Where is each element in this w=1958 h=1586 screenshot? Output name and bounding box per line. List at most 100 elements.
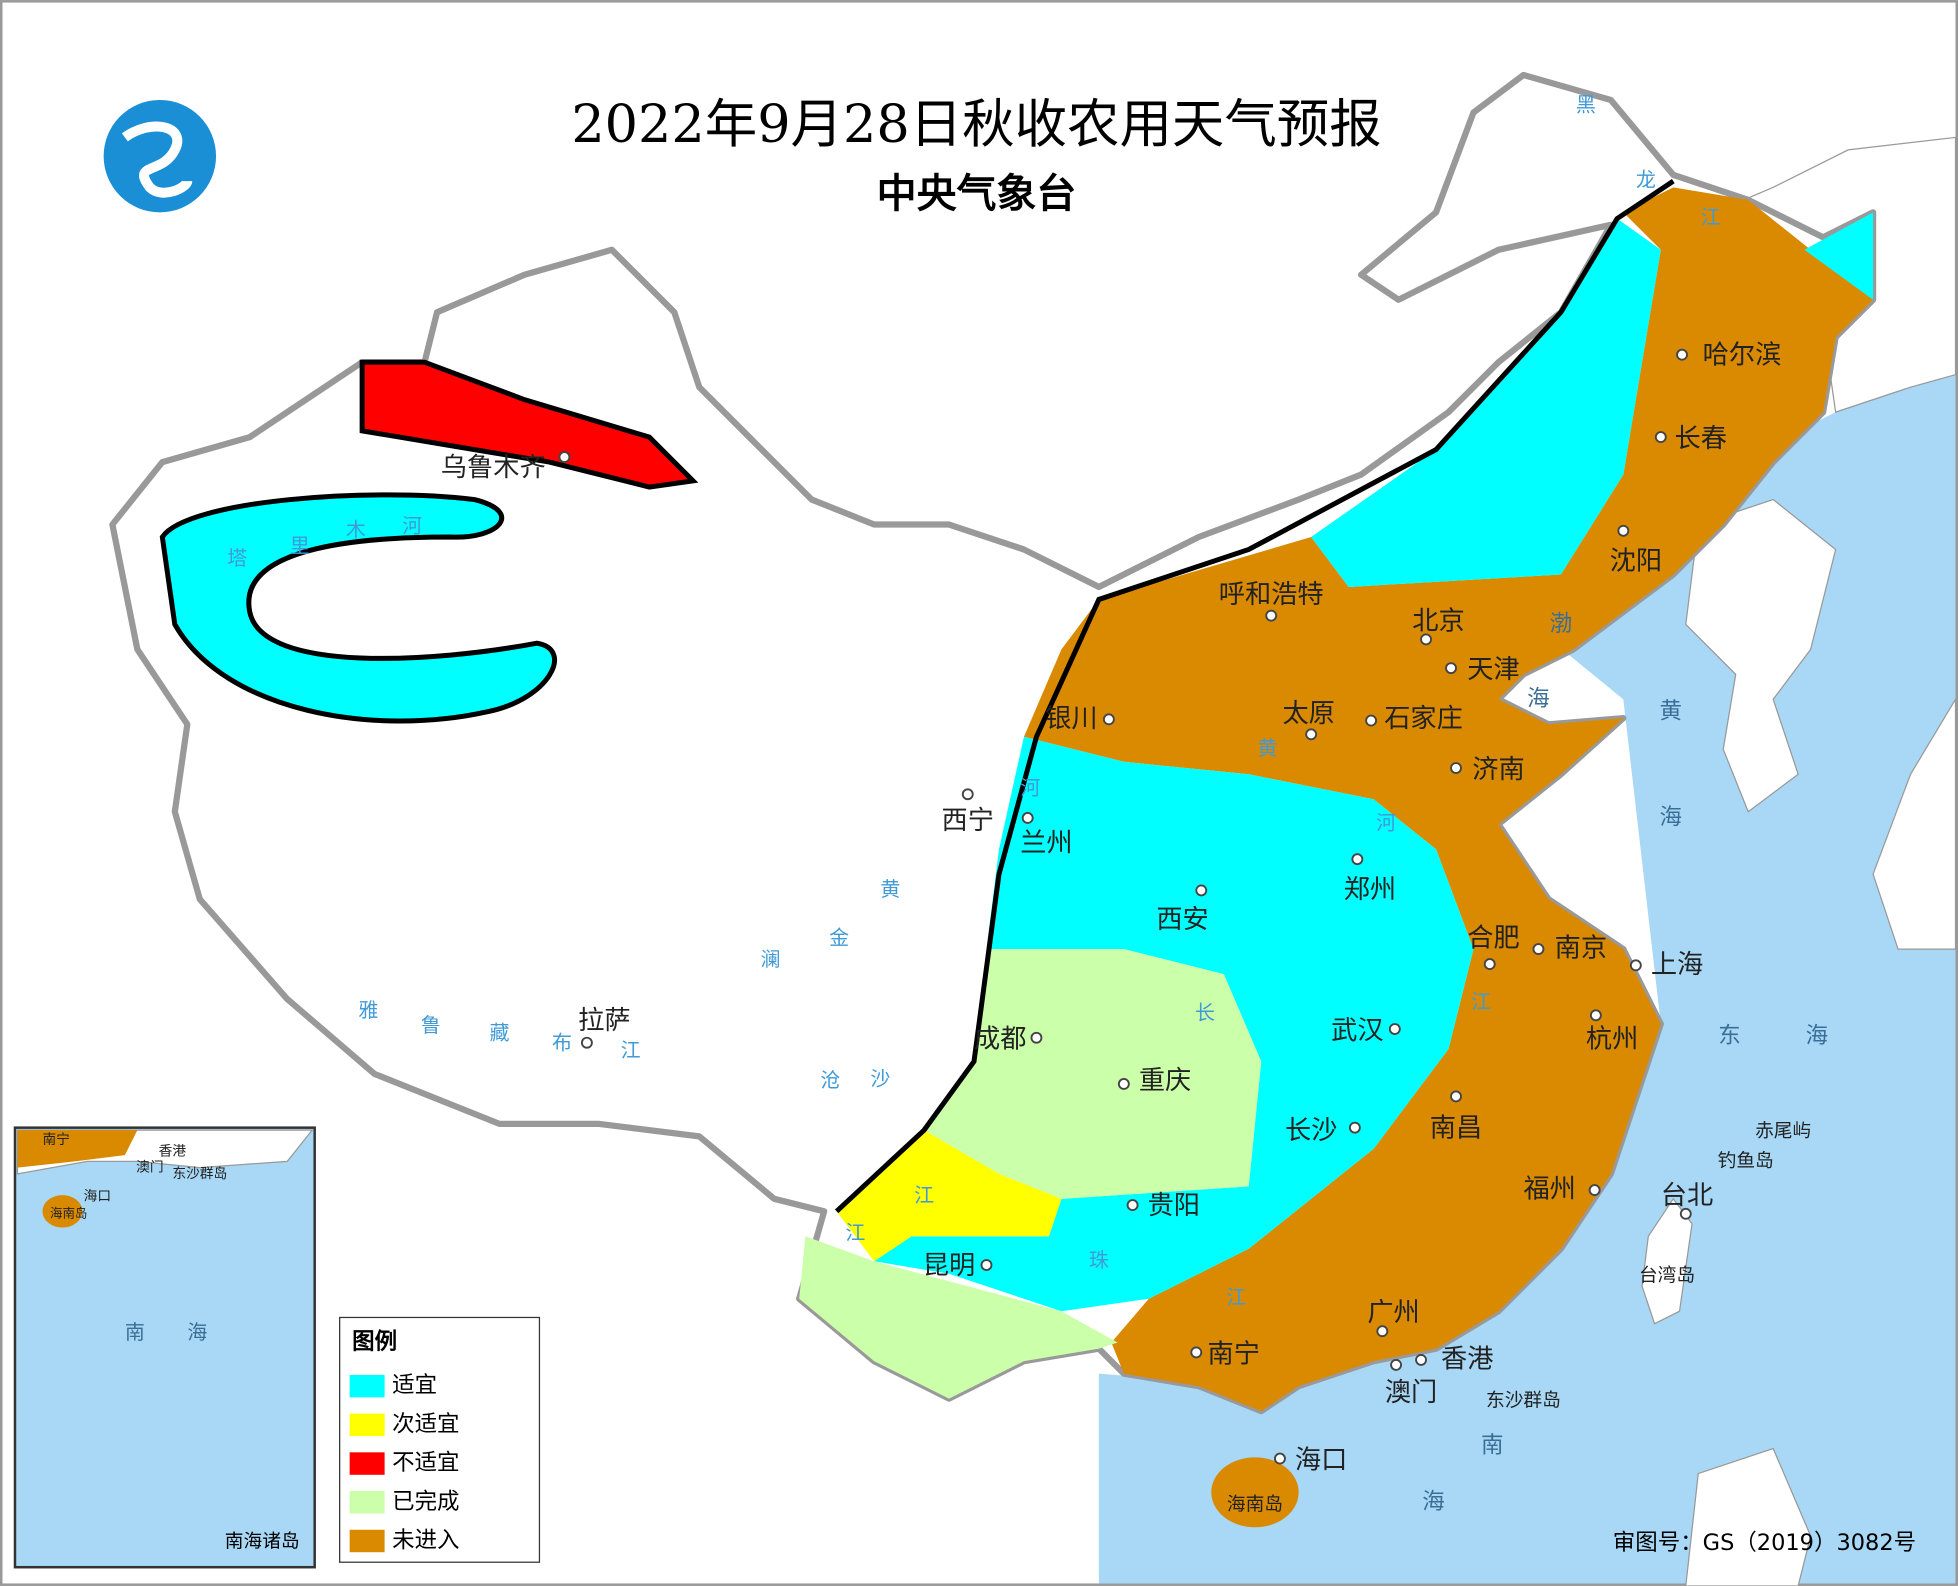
city-label: 天津 xyxy=(1467,655,1519,685)
city-label: 乌鲁木齐 xyxy=(441,453,546,483)
city-dot xyxy=(1390,1358,1403,1371)
city-dot xyxy=(1195,884,1208,897)
river-label: 金 xyxy=(829,926,849,950)
inset-label: 海口 xyxy=(84,1188,111,1204)
city-dot xyxy=(1588,1184,1601,1197)
city-dot xyxy=(580,1036,593,1049)
river-label: 江 xyxy=(1471,989,1491,1013)
city-label: 海口 xyxy=(1295,1446,1347,1476)
river-label: 布 xyxy=(552,1030,572,1054)
city-label: 太原 xyxy=(1282,699,1334,729)
japan xyxy=(1872,697,1957,950)
inset-title: 南海诸岛 xyxy=(225,1532,300,1553)
city-dot xyxy=(1450,762,1462,774)
subtitle: 中央气象台 xyxy=(877,171,1077,217)
legend-label: 已完成 xyxy=(392,1489,459,1515)
legend-label: 不适宜 xyxy=(392,1450,459,1476)
river-label: 河 xyxy=(402,514,422,538)
city-label: 上海 xyxy=(1651,950,1703,980)
river-label: 鲁 xyxy=(421,1013,441,1037)
inset-label: 东沙群岛 xyxy=(172,1166,227,1182)
city-dot xyxy=(1532,943,1545,956)
logo-swirl xyxy=(121,121,193,198)
city-label: 香港 xyxy=(1441,1344,1493,1374)
legend-label: 未进入 xyxy=(392,1527,459,1553)
legend-swatch xyxy=(349,1529,385,1553)
region-suitable xyxy=(874,736,1474,1312)
city-dot xyxy=(1388,1023,1401,1035)
region-unsuitable xyxy=(359,359,699,490)
sea-label: 海 xyxy=(1527,686,1549,712)
legend-label: 适宜 xyxy=(392,1373,437,1399)
city-dot xyxy=(1117,1078,1130,1090)
city-label: 南宁 xyxy=(1208,1339,1260,1369)
city-label: 成都 xyxy=(974,1025,1026,1055)
legend-swatch xyxy=(349,1452,385,1475)
region-completed xyxy=(924,949,1262,1199)
city-dot xyxy=(1102,713,1115,726)
city-label: 北京 xyxy=(1412,606,1464,636)
city-dot xyxy=(1021,812,1034,824)
sea-label: 东 xyxy=(1718,1023,1740,1049)
island-label: 台湾岛 xyxy=(1639,1266,1695,1287)
city-dot xyxy=(558,451,571,464)
river-label: 里 xyxy=(290,534,310,558)
city-dot xyxy=(1415,1353,1427,1366)
inset-label: 香港 xyxy=(159,1143,187,1159)
city-label: 杭州 xyxy=(1586,1025,1638,1055)
city-label: 西安 xyxy=(1156,905,1208,935)
approval: 审图号：GS（2019）3082号 xyxy=(1613,1530,1916,1556)
island-label: 海南岛 xyxy=(1227,1494,1283,1515)
city-dot xyxy=(1445,662,1457,675)
river-label: 河 xyxy=(1376,811,1396,835)
city-dot xyxy=(980,1259,993,1271)
city-label: 澳门 xyxy=(1385,1378,1437,1408)
city-label: 长沙 xyxy=(1285,1116,1337,1146)
city-label: 银川 xyxy=(1045,704,1097,734)
city-label: 济南 xyxy=(1472,755,1524,785)
region-suitable-tarim xyxy=(159,492,558,724)
sea-label: 海 xyxy=(1422,1489,1444,1515)
city-dot xyxy=(1190,1346,1203,1359)
city-dot xyxy=(1654,431,1667,444)
river-label: 河 xyxy=(1020,776,1040,800)
region-suitable-ne xyxy=(1311,218,1661,587)
city-dot xyxy=(1676,348,1688,361)
inset-label: 南宁 xyxy=(42,1131,69,1148)
river-label: 藏 xyxy=(490,1021,510,1045)
city-label: 昆明 xyxy=(923,1251,975,1281)
taiwan xyxy=(1641,1197,1693,1325)
region-sub-suitable xyxy=(836,1130,1062,1262)
inset-region xyxy=(17,1130,138,1168)
city-label: 呼和浩特 xyxy=(1219,580,1324,610)
korea xyxy=(1685,498,1837,813)
title: 2022年9月28日秋收农用天气预报 xyxy=(571,94,1381,155)
hainan xyxy=(1211,1457,1299,1528)
river-label: 江 xyxy=(845,1220,865,1244)
river-label: 江 xyxy=(1701,205,1721,229)
inset-hainan xyxy=(42,1195,83,1228)
city-dot xyxy=(1305,728,1318,741)
legend-swatch xyxy=(349,1491,385,1514)
city-label: 福州 xyxy=(1523,1175,1575,1205)
city-label: 哈尔滨 xyxy=(1703,340,1782,370)
city-dot xyxy=(1351,853,1364,866)
river-label: 珠 xyxy=(1089,1248,1109,1272)
city-label: 兰州 xyxy=(1020,829,1072,859)
city-dot xyxy=(1376,1325,1389,1338)
sea-label: 海 xyxy=(1660,804,1682,830)
region-not-entered xyxy=(1023,187,1874,1412)
sea-label: 黄 xyxy=(1660,698,1682,724)
inset-label: 海南岛 xyxy=(50,1205,87,1220)
city-label: 台北 xyxy=(1661,1181,1713,1211)
river-label: 沙 xyxy=(870,1067,890,1091)
river-label: 黑 xyxy=(1576,93,1596,117)
city-dot xyxy=(1617,524,1630,537)
island-label: 钓鱼岛 xyxy=(1718,1151,1774,1172)
city-dot xyxy=(1589,1009,1602,1022)
legend-swatch xyxy=(349,1413,385,1437)
legend xyxy=(339,1316,541,1563)
city-dot xyxy=(1030,1031,1043,1044)
city-label: 郑州 xyxy=(1344,875,1396,905)
